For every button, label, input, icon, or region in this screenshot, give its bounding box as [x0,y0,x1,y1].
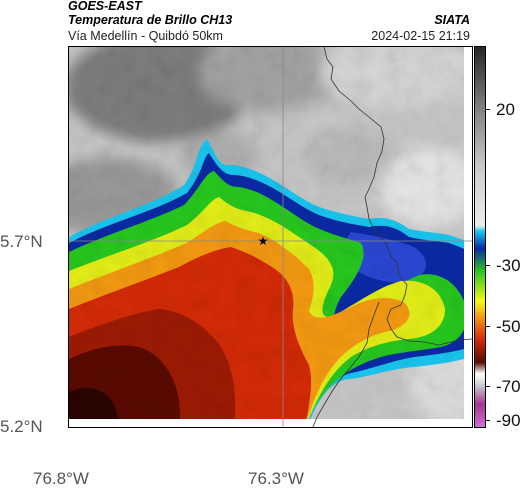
brightness-temperature-field: ★ [69,47,472,427]
river-line [312,301,380,427]
lon-label-76-3: 76.3°W [248,469,304,488]
colorbar-label: -50 [496,317,521,336]
colorbar-tick [485,265,490,266]
lat-label-5-2: 5.2°N [0,417,43,436]
department-border [323,47,472,346]
no-data-strip [69,419,472,427]
colorbar-label: -30 [496,256,521,275]
satellite-map[interactable]: ★ [68,46,473,428]
no-data-edge [464,47,472,427]
organization-label: SIATA [434,13,470,27]
colorbar-tick [485,386,490,387]
satellite-name: GOES-EAST [68,0,142,13]
product-title: Temperatura de Brillo CH13 [68,13,233,27]
temperature-colorbar [474,46,486,428]
timestamp: 2024-02-15 21:19 [371,29,470,43]
colorbar-label: -70 [496,377,521,396]
lat-label-5-7: 5.7°N [0,232,43,251]
colorbar-tick [485,420,490,421]
convective-system [69,47,472,427]
colorbar-label: 20 [496,100,515,119]
colorbar-tick [485,326,490,327]
map-subtitle: Vía Medellín - Quibdó 50km [68,29,223,43]
lon-label-76-8: 76.8°W [33,469,89,488]
location-marker-icon[interactable]: ★ [258,234,269,248]
colorbar-tick [485,109,490,110]
colorbar-label: -90 [496,411,521,430]
